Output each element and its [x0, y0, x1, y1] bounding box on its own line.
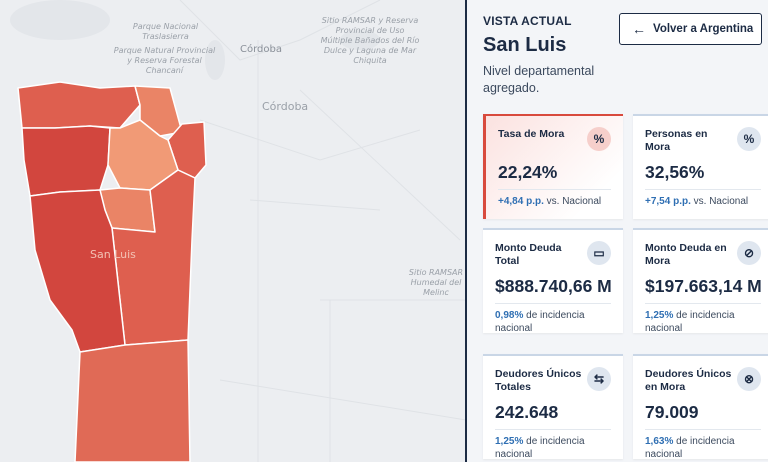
metric-note: 0,98% de incidencia nacional	[495, 309, 620, 335]
department-southwest[interactable]	[29, 189, 126, 353]
user-transfer-icon: ⇆	[587, 367, 611, 391]
metric-note: +7,54 p.p. vs. Nacional	[645, 195, 768, 208]
metric-label: Deudores Únicos en Mora	[645, 368, 732, 393]
metric-value: 242.648	[495, 402, 559, 422]
metric-note-rest: vs. Nacional	[690, 196, 749, 207]
metric-card-tasa-mora[interactable]: Tasa de Mora % 22,24% +4,84 p.p. vs. Nac…	[483, 114, 623, 219]
card-divider	[495, 303, 611, 304]
metric-card-monto-deuda-total[interactable]: Monto Deuda Total ▭ $888.740,66 M 0,98% …	[483, 228, 623, 335]
map-place-label: Parque Natural Provincial y Reserva Fore…	[113, 46, 216, 75]
card-divider	[495, 429, 611, 430]
metric-value: 22,24%	[498, 162, 558, 182]
metric-note-rest: de incidencia nacional	[495, 436, 585, 460]
metric-note-strong: 1,25%	[645, 310, 674, 321]
page-title: San Luis	[483, 34, 567, 56]
metric-note-rest: vs. Nacional	[543, 196, 602, 207]
card-divider	[645, 303, 761, 304]
money-icon: ▭	[587, 241, 611, 265]
map-view[interactable]: Parque Nacional Traslasierra Parque Natu…	[0, 0, 466, 462]
metric-note-strong: +7,54 p.p.	[645, 196, 691, 207]
department-north[interactable]	[17, 81, 141, 129]
card-divider	[498, 189, 611, 190]
user-off-icon: ⊗	[737, 367, 761, 391]
metric-note-strong: 1,63%	[645, 436, 674, 447]
metric-label: Monto Deuda Total	[495, 242, 562, 267]
back-button-label: Volver a Argentina	[653, 23, 754, 35]
region-label: Córdoba	[262, 100, 309, 113]
metric-note-rest: de incidencia nacional	[645, 436, 735, 460]
metric-label: Personas en Mora	[645, 128, 708, 153]
metric-card-monto-deuda-mora[interactable]: Monto Deuda en Mora ⊘ $197.663,14 M 1,25…	[633, 228, 768, 335]
road-network	[179, 0, 466, 462]
map-canvas[interactable]	[0, 0, 466, 462]
map-place-label: Sitio RAMSAR y Reserva Provincial de Uso…	[320, 16, 420, 65]
metric-note: 1,63% de incidencia nacional	[645, 435, 768, 461]
money-off-icon: ⊘	[737, 241, 761, 265]
metric-note-rest: de incidencia nacional	[645, 310, 735, 334]
view-eyebrow: VISTA ACTUAL	[483, 14, 572, 28]
metric-note: 1,25% de incidencia nacional	[495, 435, 620, 461]
level-description: Nivel departamental agregado.	[483, 64, 595, 95]
info-panel: VISTA ACTUAL San Luis Nivel departamenta…	[467, 0, 768, 462]
metric-card-deudores-mora[interactable]: Deudores Únicos en Mora ⊗ 79.009 1,63% d…	[633, 354, 768, 461]
metric-value: 79.009	[645, 402, 699, 422]
map-place-label: Sitio RAMSAR Humedal del Melinc	[408, 268, 464, 297]
terrain-patches	[10, 0, 380, 80]
metric-card-personas-mora[interactable]: Personas en Mora % 32,56% +7,54 p.p. vs.…	[633, 114, 768, 219]
metric-note: 1,25% de incidencia nacional	[645, 309, 768, 335]
metric-value: $197.663,14 M	[645, 276, 762, 296]
map-place-label: Parque Nacional Traslasierra	[132, 22, 199, 41]
metric-label: Monto Deuda en Mora	[645, 242, 727, 267]
region-label: San Luis	[90, 248, 136, 261]
metric-note: +4,84 p.p. vs. Nacional	[498, 195, 623, 208]
percent-icon: %	[587, 127, 611, 151]
metric-note-strong: 0,98%	[495, 310, 524, 321]
department-south[interactable]	[74, 339, 191, 462]
metric-value: 32,56%	[645, 162, 705, 182]
metric-label: Deudores Únicos Totales	[495, 368, 582, 393]
metric-card-deudores-totales[interactable]: Deudores Únicos Totales ⇆ 242.648 1,25% …	[483, 354, 623, 461]
back-to-argentina-button[interactable]: ← Volver a Argentina	[619, 13, 762, 45]
metric-label: Tasa de Mora	[498, 128, 565, 140]
arrow-left-icon: ←	[632, 21, 646, 37]
metric-value: $888.740,66 M	[495, 276, 612, 296]
percent-icon: %	[737, 127, 761, 151]
department-west[interactable]	[21, 125, 111, 197]
card-divider	[645, 189, 761, 190]
province-departments	[17, 81, 207, 462]
metric-note-strong: 1,25%	[495, 436, 524, 447]
city-label: Córdoba	[240, 44, 282, 55]
panel-divider	[465, 0, 467, 462]
metric-note-strong: +4,84 p.p.	[498, 196, 544, 207]
metric-note-rest: de incidencia nacional	[495, 310, 585, 334]
card-divider	[645, 429, 761, 430]
